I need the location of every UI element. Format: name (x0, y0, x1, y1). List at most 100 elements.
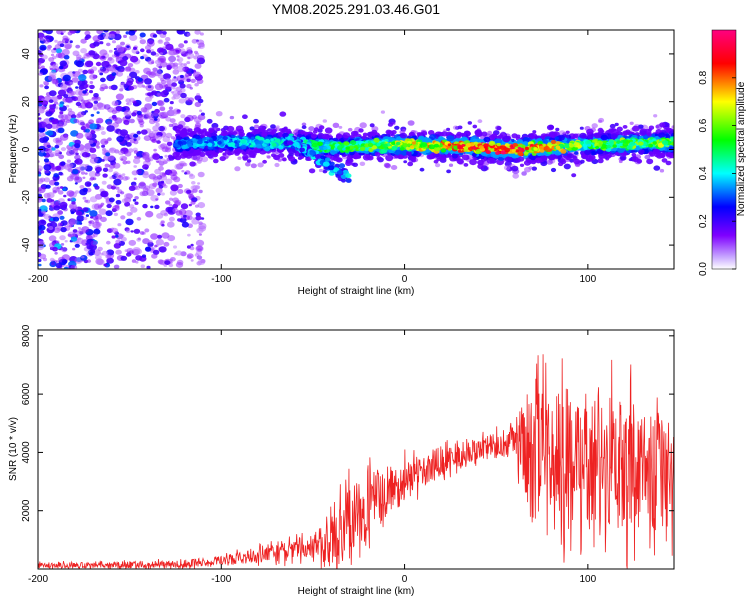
noise-cell (174, 47, 182, 53)
noise-cell (159, 52, 163, 55)
noise-cell (96, 259, 105, 266)
noise-cell (196, 159, 202, 164)
noise-cell (38, 145, 46, 152)
noise-cell (138, 182, 147, 189)
noise-cell (84, 30, 91, 36)
noise-cell (154, 204, 160, 210)
noise-cell (155, 238, 164, 246)
ridge-cell (456, 131, 463, 137)
noise-cell (123, 34, 127, 39)
ridge-cell (638, 149, 645, 155)
noise-cell (186, 253, 194, 259)
noise-cell (197, 182, 201, 185)
ridge-cell (508, 153, 513, 158)
ridge-halo-cell (387, 122, 393, 127)
noise-cell (113, 264, 120, 269)
ridge-halo-cell (229, 115, 235, 120)
noise-cell (101, 250, 109, 256)
noise-cell (90, 240, 98, 246)
noise-cell (66, 119, 71, 123)
noise-cell (163, 264, 168, 268)
noise-cell (178, 43, 185, 49)
ridge-cell (262, 159, 267, 164)
ridge-cell (566, 153, 572, 158)
noise-cell (51, 147, 56, 151)
ridge-halo-cell (435, 163, 441, 168)
noise-cell (157, 47, 165, 54)
ridge-cell (317, 134, 324, 139)
noise-cell (113, 212, 118, 217)
noise-cell (42, 30, 48, 33)
noise-cell (131, 48, 139, 54)
ridge-cell (659, 122, 666, 128)
noise-cell (100, 131, 106, 135)
noise-cell (43, 192, 51, 199)
ridge-cell (362, 132, 368, 137)
noise-cell (115, 249, 122, 255)
noise-cell (161, 232, 170, 239)
noise-cell (154, 118, 158, 121)
ridge-halo-cell (253, 124, 260, 129)
noise-cell (48, 57, 55, 62)
ridge-cell (591, 151, 596, 155)
noise-cell (149, 136, 156, 142)
noise-cell (72, 169, 79, 175)
noise-cell (55, 52, 63, 59)
noise-cell (51, 118, 59, 125)
noise-cell (61, 49, 70, 56)
noise-cell (69, 81, 74, 85)
noise-cell (49, 71, 57, 77)
noise-cell (81, 56, 86, 60)
noise-cell (198, 189, 203, 194)
noise-cell (82, 207, 89, 213)
ridge-halo-cell (511, 165, 519, 172)
ridge-cell (333, 153, 340, 158)
ridge-cell (390, 133, 395, 137)
noise-cell (134, 196, 139, 200)
ridge-halo-cell (322, 119, 327, 123)
noise-cell (89, 90, 93, 94)
noise-cell (96, 111, 100, 114)
noise-cell (100, 190, 109, 198)
noise-cell (51, 61, 56, 65)
ridge-halo-cell (407, 161, 414, 167)
noise-cell (81, 255, 85, 259)
ridge-halo-cell (446, 169, 451, 174)
ridge-cell (220, 130, 228, 137)
noise-cell (71, 201, 76, 205)
noise-cell (115, 93, 124, 101)
noise-cell (89, 147, 97, 153)
ridge-cell (271, 153, 276, 158)
noise-cell (167, 235, 176, 242)
noise-cell (118, 150, 124, 156)
noise-cell (142, 238, 150, 245)
noise-cell (126, 80, 133, 86)
ridge-cell (182, 150, 189, 155)
ridge-cell (399, 132, 408, 139)
ridge-cell (353, 131, 359, 136)
noise-cell (125, 229, 131, 234)
noise-cell (112, 162, 121, 169)
ridge-cell (319, 125, 325, 130)
noise-cell (195, 239, 205, 247)
noise-cell (112, 40, 116, 44)
ridge-halo-cell (200, 156, 209, 163)
noise-cell (82, 176, 86, 179)
noise-cell (61, 259, 68, 264)
noise-cell (159, 163, 164, 167)
noise-cell (129, 34, 138, 41)
noise-cell (120, 68, 125, 72)
noise-cell (131, 170, 139, 176)
noise-cell (138, 120, 145, 125)
ridge-cell (547, 154, 556, 161)
noise-cell (192, 217, 196, 220)
noise-cell (130, 207, 138, 213)
noise-cell (43, 38, 50, 44)
noise-cell (178, 98, 186, 104)
ridge-cell (208, 127, 215, 133)
noise-cell (118, 174, 122, 178)
noise-cell (38, 186, 46, 194)
ridge-halo-cell (390, 165, 398, 170)
noise-cell (101, 144, 106, 148)
noise-cell (120, 255, 128, 261)
